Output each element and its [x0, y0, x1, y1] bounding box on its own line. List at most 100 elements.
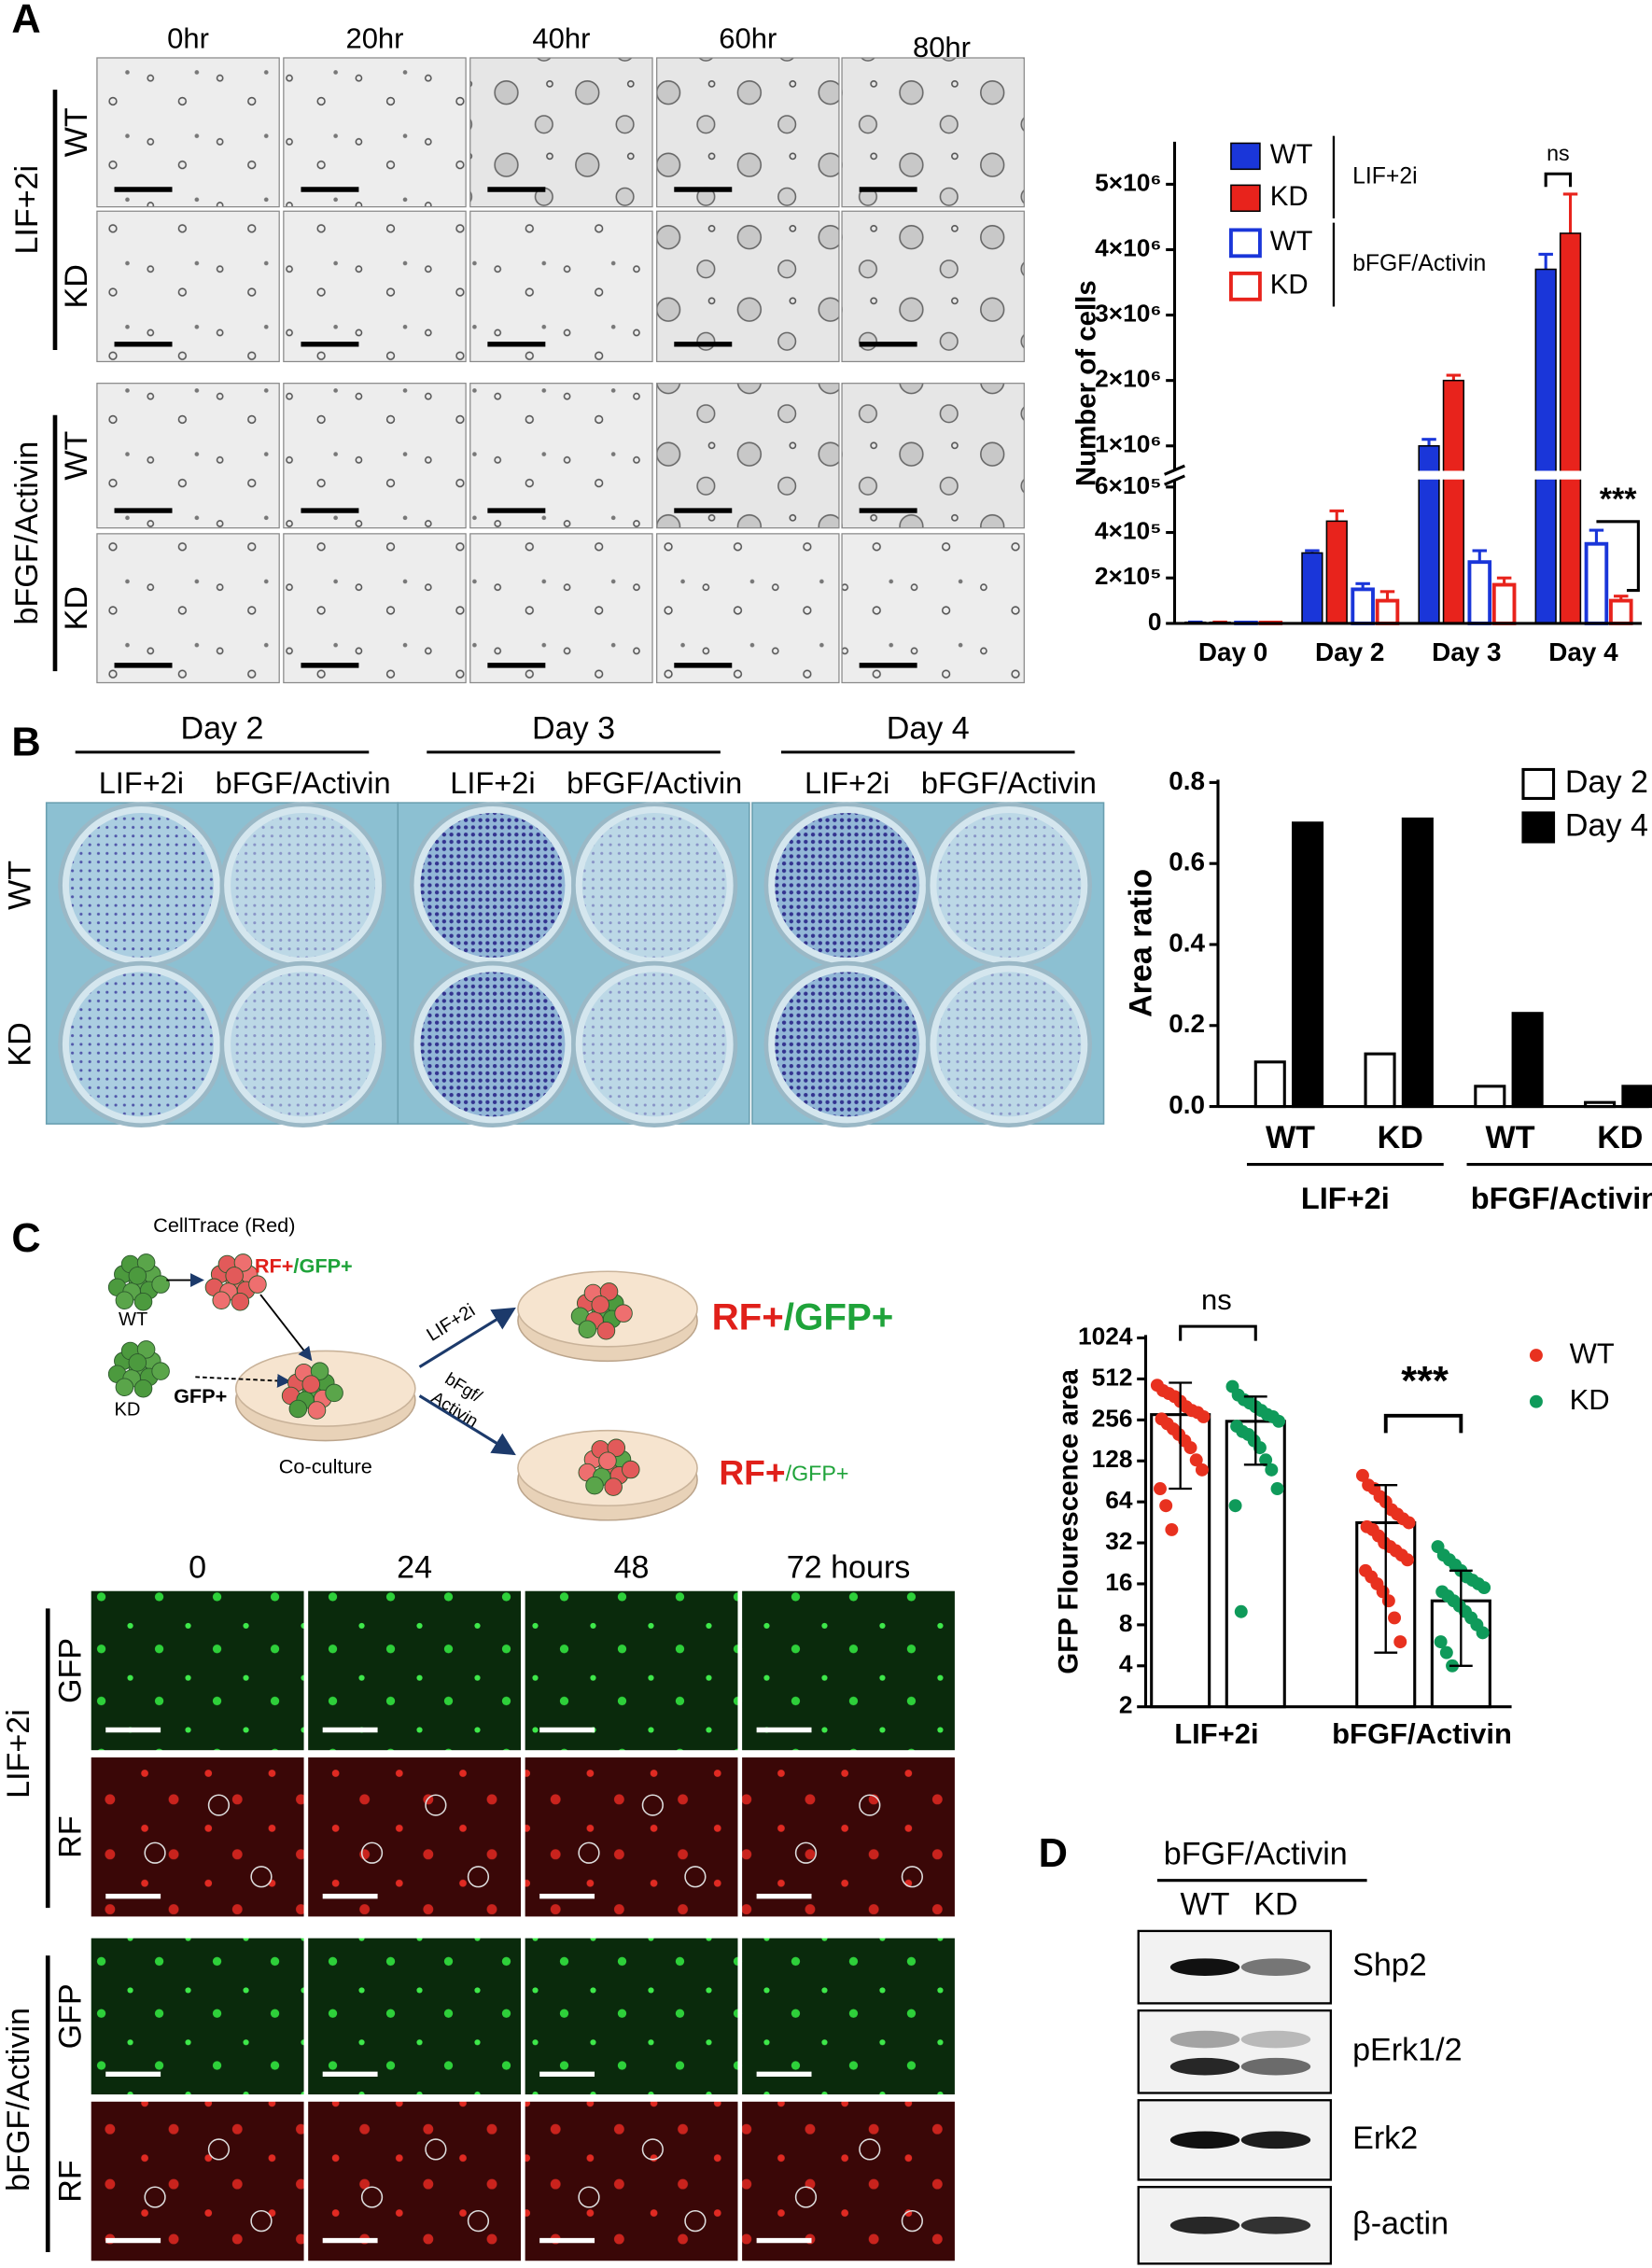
micrograph — [96, 533, 280, 684]
condition-label: LIF+2i — [805, 766, 889, 800]
cell-icon — [136, 1340, 156, 1359]
cell-icon — [614, 1304, 633, 1323]
x-tick-label: Day 4 — [1548, 637, 1618, 666]
schematic-label: KD — [114, 1399, 140, 1420]
data-point — [1159, 1499, 1173, 1513]
y-tick-label: 8 — [1119, 1609, 1133, 1637]
bar — [1442, 379, 1465, 624]
annotation: ns — [1201, 1283, 1232, 1316]
micrograph — [841, 383, 1025, 529]
marker-circle — [794, 2186, 818, 2208]
y-tick-label: 4 — [1119, 1650, 1133, 1678]
micrograph — [283, 533, 467, 684]
y-axis-label: Area ratio — [1123, 869, 1158, 1017]
blot-band — [1169, 2030, 1240, 2049]
row-label: KD — [2, 1022, 37, 1066]
well-stain — [231, 972, 376, 1117]
green-label: /GFP+ — [293, 1253, 352, 1277]
cell-icon — [622, 1460, 640, 1479]
y-tick-label: 1×10⁶ — [1095, 430, 1161, 458]
data-point — [1381, 1594, 1395, 1608]
lane-label: WT — [1181, 1887, 1230, 1923]
cell-icon — [301, 1375, 321, 1393]
data-point — [1189, 1453, 1203, 1467]
bar — [1534, 268, 1557, 624]
red-label: RF+ — [719, 1453, 785, 1492]
cell-icon — [585, 1476, 604, 1495]
significance-bracket — [1596, 520, 1640, 593]
blot-band — [1240, 2057, 1311, 2076]
marker-circle — [794, 1841, 818, 1864]
cell-icon — [307, 1401, 327, 1420]
micrograph — [283, 383, 467, 529]
marker-circle — [467, 2210, 490, 2233]
cell-icon — [604, 1477, 623, 1496]
bar — [1301, 552, 1323, 624]
y-tick-label: 4×10⁶ — [1095, 233, 1161, 261]
bar — [1608, 598, 1633, 625]
schematic-label: GFP+ — [174, 1384, 227, 1407]
fluorescence-image — [308, 1938, 522, 2095]
cell-icon — [248, 1275, 267, 1294]
axis-break-gap — [1156, 470, 1645, 480]
cell-icon — [591, 1295, 610, 1314]
blot-band — [1169, 2057, 1240, 2076]
condition-label: bFGF/Activin — [216, 766, 391, 800]
x-tick-label: Day 0 — [1198, 637, 1267, 666]
outcome-label: RF+/GFP+ — [719, 1453, 848, 1492]
legend-group-label: LIF+2i — [1352, 163, 1418, 189]
blot-band — [1240, 2131, 1311, 2149]
y-tick-label: 512 — [1092, 1363, 1133, 1391]
marker-circle — [144, 1841, 166, 1864]
annotation: ns — [1547, 141, 1570, 165]
y-tick-label: 3×10⁶ — [1095, 300, 1161, 328]
legend-label: KD — [1270, 270, 1309, 301]
time-label: 60hr — [719, 22, 777, 55]
row-label: GFP — [53, 1983, 89, 2049]
marker-circle — [360, 1841, 384, 1864]
fluorescence-image — [742, 1938, 955, 2095]
cell-icon — [231, 1293, 250, 1311]
legend-label: Day 4 — [1565, 807, 1648, 843]
bar — [1511, 1012, 1544, 1109]
time-label: 48 — [614, 1549, 650, 1585]
well-stain — [936, 972, 1082, 1117]
axis-break-mark — [1164, 464, 1185, 476]
condition-label: LIF+2i — [450, 766, 535, 800]
bar — [1474, 1085, 1506, 1109]
marker-circle — [250, 2210, 273, 2233]
marker-circle — [425, 1794, 447, 1816]
y-tick-label: 2×10⁶ — [1095, 365, 1161, 393]
data-point — [1165, 1522, 1179, 1536]
legend-label: Day 2 — [1565, 764, 1648, 800]
time-label: 0 — [189, 1549, 206, 1585]
marker-circle — [859, 1794, 881, 1816]
group-label: LIF+2i — [1301, 1182, 1390, 1215]
micrograph — [283, 210, 467, 363]
condition-label: LIF+2i — [99, 766, 184, 800]
bar — [1253, 1060, 1286, 1109]
data-point — [1388, 1611, 1402, 1625]
row-label: WT — [59, 430, 94, 480]
significance-bracket — [1383, 1413, 1463, 1434]
cell-icon — [115, 1378, 134, 1396]
cell-icon — [596, 1322, 616, 1340]
row-label: KD — [59, 586, 94, 630]
well-stain — [420, 972, 566, 1117]
fluorescence-image — [91, 1938, 304, 2095]
cell-icon — [225, 1267, 244, 1285]
bar — [1559, 232, 1582, 624]
data-point — [1259, 1453, 1273, 1467]
cell-icon — [136, 1253, 156, 1272]
x-tick-label: Day 2 — [1315, 637, 1384, 666]
marker-circle — [641, 2138, 664, 2161]
data-point — [1197, 1409, 1211, 1423]
day-label: Day 3 — [532, 711, 615, 747]
marker-circle — [250, 1866, 273, 1888]
bar — [1401, 817, 1434, 1109]
y-tick-label: 0.0 — [1169, 1090, 1205, 1119]
arrow — [195, 1373, 291, 1388]
legend-swatch — [1521, 767, 1556, 801]
data-point — [1439, 1645, 1453, 1659]
bar — [1292, 821, 1324, 1109]
